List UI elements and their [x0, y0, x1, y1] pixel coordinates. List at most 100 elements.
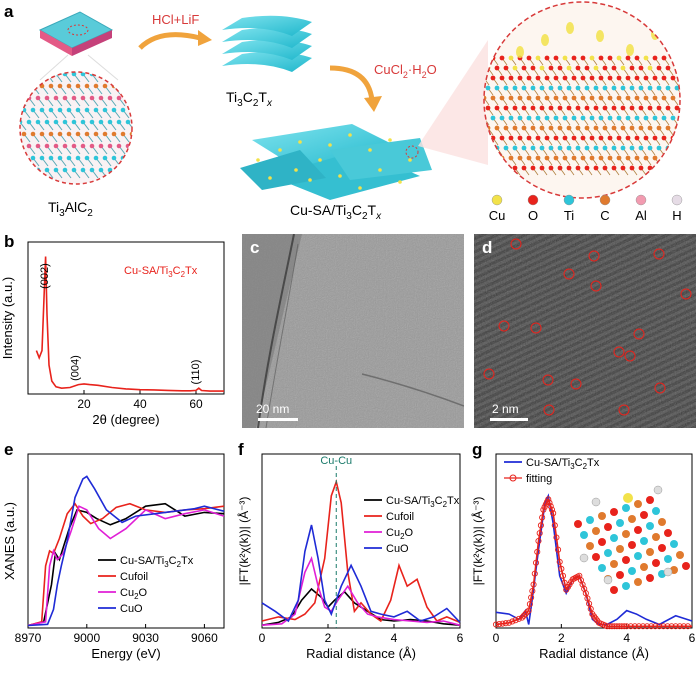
x-tick-label: 20: [77, 397, 91, 411]
legend-label-3: CuO: [120, 603, 143, 615]
single-atom-marker-0: [510, 238, 522, 250]
single-atom-marker-15: [618, 404, 630, 416]
peak-label-1: (004): [69, 355, 81, 381]
y-axis-label: |FT(k²χ(k))| (Å⁻³): [236, 497, 251, 586]
single-atom-marker-4: [590, 280, 602, 292]
plot-frame: [261, 453, 461, 629]
cu-cu-label: Cu-Cu: [320, 455, 352, 467]
fit-marker: [519, 614, 526, 621]
fit-marker: [584, 595, 591, 602]
panel-label-f: f: [238, 440, 244, 459]
x-axis-label: Energy (eV): [91, 646, 160, 661]
fit-marker: [546, 499, 553, 506]
fit-marker: [551, 522, 558, 529]
single-atom-marker-16: [543, 404, 555, 416]
fit-marker: [587, 605, 594, 612]
haadf-image-d: d 2 nm: [474, 234, 696, 428]
y-axis-label: XANES (a.u.): [2, 502, 17, 580]
plot-frame: [27, 241, 225, 395]
fit-marker: [660, 623, 667, 630]
fit-marker: [531, 570, 538, 577]
fit-marker: [550, 510, 557, 517]
fit-marker: [545, 496, 552, 503]
step1-label: HCl+LiF: [152, 12, 199, 27]
legend-label-0: Cu-SA/Ti3C2Tx: [120, 555, 194, 569]
inset-structure: [574, 485, 690, 594]
x-tick-label: 2: [558, 631, 565, 645]
legend-label-h: H: [672, 208, 681, 223]
cu-dot-3: [348, 133, 352, 137]
scale-bar-d: [490, 418, 528, 421]
fit-marker: [548, 506, 555, 513]
fit-marker: [586, 600, 593, 607]
x-tick-label: 9000: [73, 631, 100, 645]
cu-dot-8: [358, 186, 362, 190]
single-atom-marker-9: [613, 346, 625, 358]
legend-label-1: Cufoil: [120, 571, 148, 583]
legend-label-3: CuO: [386, 543, 409, 555]
fit-marker: [668, 623, 675, 630]
panel-label-a: a: [4, 2, 14, 21]
x-axis-label: 2θ (degree): [92, 412, 159, 427]
cu-dot-15: [256, 158, 260, 162]
fit-marker: [672, 623, 679, 630]
chart-g-fitting: 0 2 4 6 Radial distance (Å) |FT(k²χ(k))| (Å⁻³…: [470, 453, 696, 661]
fit-marker: [523, 609, 531, 616]
series-line-1: [261, 478, 461, 624]
cu-sa-sheets: [240, 124, 432, 200]
ti3c2tx-label: Ti3C2Tx: [226, 89, 273, 109]
x-tick-label: 9060: [191, 631, 218, 645]
legend-label-o: O: [528, 208, 538, 223]
fit-marker: [520, 612, 527, 619]
chart-f-ft-exafs: 0 2 4 6 Radial distance (Å) |FT(k²χ(k))| (Å⁻³…: [236, 453, 464, 661]
legend-label-cu: Cu: [489, 208, 506, 223]
fit-marker: [656, 623, 663, 630]
cu-sa-structure: [483, 1, 681, 199]
fit-marker: [553, 534, 560, 541]
h-atom: [603, 575, 613, 585]
fit-marker: [530, 581, 537, 588]
fit-marker: [652, 623, 659, 630]
series-line-2: [261, 556, 461, 626]
fit-marker: [631, 623, 638, 630]
cu-sa-label: Cu-SA/Ti3C2Tx: [290, 202, 382, 222]
fit-marker: [528, 594, 535, 601]
fit-marker: [547, 503, 554, 510]
x-tick-label: 6: [689, 631, 696, 645]
x-tick-label: 4: [391, 631, 398, 645]
cu-dot-5: [388, 138, 392, 142]
plot-frame: [495, 453, 693, 629]
single-atom-marker-2: [653, 248, 665, 260]
cu-atom-0: [541, 34, 549, 46]
cu-dot-10: [398, 180, 402, 184]
fit-marker: [539, 514, 546, 521]
x-tick-label: 40: [133, 397, 147, 411]
cu-dot-4: [368, 148, 372, 152]
legend-label-1: fitting: [526, 473, 552, 485]
single-atom-marker-1: [588, 250, 600, 262]
fit-marker: [639, 623, 647, 630]
fit-marker: [496, 621, 503, 628]
panel-label-c: c: [250, 238, 260, 257]
single-atom-marker-8: [633, 328, 645, 340]
ti3alc2-label: Ti3AlC2: [48, 199, 93, 219]
x-tick-label: 9030: [132, 631, 159, 645]
fit-marker: [664, 623, 671, 630]
single-atom-marker-14: [654, 382, 666, 394]
legend-label-ti: Ti: [564, 208, 574, 223]
panel-label-b: b: [4, 232, 15, 251]
fit-marker: [499, 620, 506, 627]
legend-label-2: Cu2O: [120, 587, 147, 601]
panel-label-g: g: [472, 440, 483, 459]
fit-marker: [535, 537, 542, 545]
series-line-0: [27, 502, 225, 627]
legend-label-0: Cu-SA/Ti3C2Tx: [386, 495, 460, 509]
panel-label-e: e: [4, 440, 14, 459]
fit-marker: [635, 623, 642, 630]
fit-marker: [582, 590, 589, 597]
panel-label-d: d: [482, 238, 493, 257]
cu-atom-5: [516, 46, 524, 58]
fit-marker: [506, 619, 513, 626]
scale-text-d: 2 nm: [492, 402, 519, 416]
fit-marker: [522, 611, 529, 618]
